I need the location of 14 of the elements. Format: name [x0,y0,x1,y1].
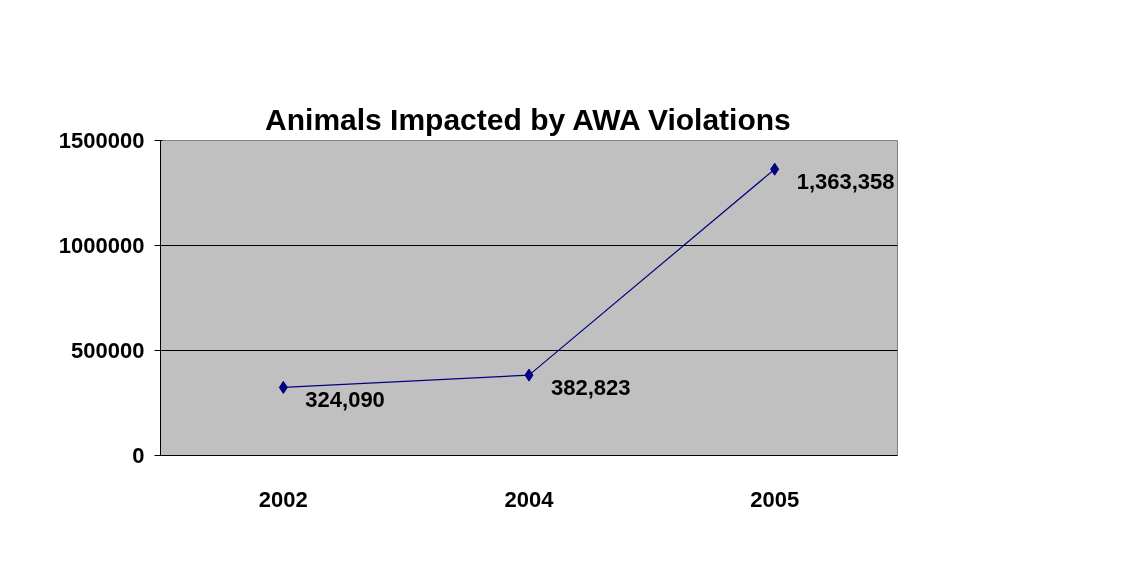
x-tick-label: 2004 [504,486,555,512]
data-label: 1,363,358 [796,168,895,194]
x-tick-label: 2002 [258,486,308,512]
x-tick-label: 2005 [750,486,800,512]
point [278,380,288,394]
chart-title: Animals Impacted by AWA Violations [265,102,791,136]
y-tick-label: 1000000 [58,233,145,258]
point [770,162,780,176]
y-tick-label: 0 [132,443,145,468]
y-tick-label: 1500000 [58,128,145,153]
y-tick-label: 500000 [71,338,145,363]
point [524,368,534,382]
data-label: 382,823 [551,374,631,400]
data-label: 324,090 [305,386,385,412]
